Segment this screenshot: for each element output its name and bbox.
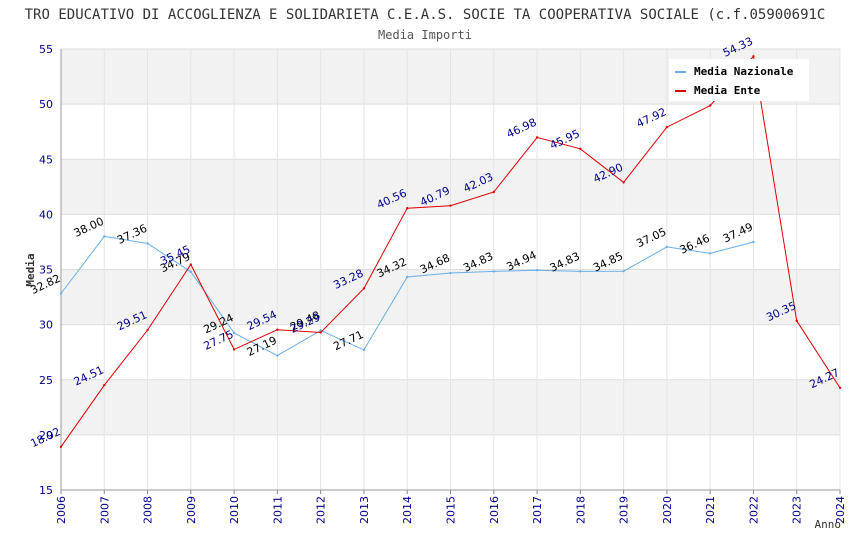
y-tick-label: 45: [39, 153, 53, 166]
x-tick-label: 2018: [574, 496, 587, 524]
y-tick-label: 50: [39, 98, 53, 111]
y-tick-label: 25: [39, 374, 53, 387]
x-tick-label: 2011: [271, 496, 284, 524]
data-point: [276, 354, 279, 357]
y-tick-label: 20: [39, 429, 53, 442]
x-tick-label: 2007: [98, 496, 111, 524]
data-point: [103, 235, 106, 238]
data-point: [665, 245, 669, 249]
data-point: [189, 270, 193, 274]
data-point: [708, 104, 712, 107]
x-tick-label: 2022: [747, 496, 760, 524]
chart-title: TRO EDUCATIVO DI ACCOGLIENZA E SOLIDARIE…: [25, 7, 826, 23]
x-tick-label: 2016: [488, 496, 501, 524]
data-point: [406, 207, 409, 210]
data-point: [449, 204, 452, 207]
y-axis-label: Media: [24, 253, 37, 286]
data-point: [189, 263, 193, 266]
x-tick-label: 2020: [661, 496, 674, 524]
x-axis-label: Anno: [815, 518, 842, 531]
data-point: [752, 55, 755, 58]
data-point: [492, 270, 495, 273]
data-point: [406, 275, 409, 279]
data-point: [752, 240, 755, 244]
y-tick-label: 40: [39, 208, 53, 221]
x-tick-label: 2023: [791, 496, 804, 524]
axes: 15 20 25 30 35 40 45 50 55 2006 2007 2008 2009 2010 20…: [39, 43, 847, 524]
data-point: [59, 292, 63, 295]
x-tick-label: 2006: [55, 496, 68, 524]
data-point: [665, 125, 669, 129]
legend: Media Nazionale Media Ente: [669, 59, 809, 101]
data-point: [449, 271, 452, 275]
x-tick-label: 2017: [531, 496, 544, 524]
x-tick-label: 2014: [401, 496, 414, 524]
data-point: [319, 329, 322, 332]
y-tick-label: 35: [39, 264, 53, 277]
data-point: [362, 348, 366, 352]
x-tick-label: 2021: [704, 496, 717, 524]
data-point: [579, 270, 582, 273]
data-point: [103, 383, 106, 387]
legend-box: [669, 59, 809, 101]
data-point: [579, 147, 582, 150]
data-point: [838, 386, 842, 389]
data-point: [535, 136, 539, 139]
y-tick-label: 55: [39, 43, 53, 56]
data-point: [362, 287, 366, 290]
data-point: [622, 181, 625, 184]
chart-subtitle: Media Importi: [378, 28, 472, 42]
y-tick-label: 30: [39, 319, 53, 332]
data-point: [276, 328, 279, 331]
y-tick-label: 15: [39, 484, 53, 497]
data-point: [708, 252, 712, 255]
x-tick-label: 2008: [142, 496, 155, 524]
x-tick-label: 2009: [185, 496, 198, 524]
x-tick-label: 2010: [228, 496, 241, 524]
data-point: [535, 268, 539, 272]
legend-entry: Media Nazionale: [694, 65, 794, 78]
x-tick-label: 2012: [315, 496, 328, 524]
data-point: [232, 348, 236, 351]
x-tick-label: 2013: [358, 496, 371, 524]
data-point: [146, 242, 149, 245]
data-point: [622, 269, 625, 273]
x-tick-label: 2024: [834, 496, 847, 524]
series-lines: [59, 55, 842, 448]
data-point: [795, 319, 798, 322]
data-point: [492, 190, 495, 194]
data-point: [319, 331, 322, 334]
legend-entry: Media Ente: [694, 84, 761, 97]
x-tick-label: 2015: [445, 496, 458, 524]
data-point: [146, 328, 149, 332]
data-point: [232, 331, 236, 335]
x-tick-label: 2019: [618, 496, 631, 524]
data-point: [59, 445, 63, 448]
